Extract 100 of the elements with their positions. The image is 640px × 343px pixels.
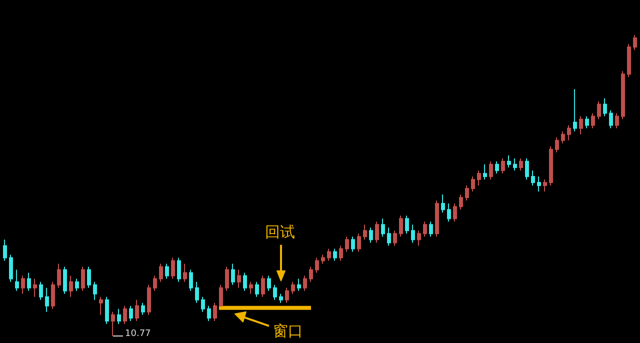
candlestick <box>213 302 217 322</box>
candlestick <box>603 98 607 117</box>
candlestick <box>87 266 91 288</box>
candlestick <box>9 254 13 282</box>
candlestick <box>429 221 433 238</box>
candlestick <box>405 215 409 234</box>
candlestick <box>207 305 211 322</box>
candlestick <box>69 275 73 298</box>
candlestick <box>129 305 133 322</box>
candlestick <box>255 281 259 298</box>
candlestick <box>135 299 139 322</box>
candlestick <box>399 215 403 238</box>
candlestick <box>591 112 595 129</box>
candlestick <box>27 272 31 292</box>
candlestick <box>15 269 19 292</box>
candlestick <box>573 88 577 132</box>
candlestick <box>57 263 61 288</box>
candlestick <box>21 275 25 294</box>
candlestick <box>351 236 355 252</box>
candlestick <box>45 287 49 312</box>
candlestick <box>423 221 427 238</box>
candlestick <box>249 281 253 294</box>
candlestick <box>189 269 193 292</box>
candlestick <box>489 160 493 180</box>
candlestick <box>393 230 397 246</box>
candlestick <box>225 266 229 292</box>
candlestick <box>237 269 241 288</box>
candlestick <box>315 257 319 274</box>
candlestick <box>153 275 157 292</box>
candlestick <box>459 194 463 210</box>
candlestick <box>495 160 499 174</box>
candlestick <box>267 275 271 292</box>
candlestick <box>483 164 487 180</box>
candlestick <box>357 233 361 252</box>
candlestick <box>531 170 535 186</box>
candlestick <box>273 284 277 300</box>
candlestick <box>465 185 469 202</box>
candlestick <box>63 266 67 294</box>
candlestick <box>345 236 349 252</box>
candlestick <box>339 245 343 262</box>
candlestick <box>99 296 103 316</box>
candlestick <box>501 158 505 174</box>
candlestick <box>471 176 475 192</box>
candlestick <box>279 293 283 304</box>
candlestick <box>387 227 391 246</box>
candlestick <box>3 239 7 262</box>
candlestick <box>231 263 235 286</box>
candlestick <box>321 254 325 264</box>
candlestick <box>513 158 517 171</box>
candlestick <box>375 221 379 244</box>
candlestick <box>411 224 415 244</box>
candlestick <box>597 100 601 120</box>
candlestick <box>327 248 331 262</box>
candlestick <box>615 112 619 129</box>
candlestick <box>435 200 439 238</box>
candlestick <box>261 275 265 298</box>
candlestick <box>537 176 541 192</box>
candlestick <box>381 218 385 238</box>
candlestick <box>549 146 553 186</box>
candlestick <box>477 170 481 186</box>
candlestick <box>105 296 109 324</box>
candlestick <box>243 272 247 292</box>
candlestick <box>165 263 169 280</box>
candlestick <box>417 230 421 246</box>
candlestick <box>543 178 547 192</box>
candlestick <box>519 158 523 171</box>
candlestick <box>609 110 613 129</box>
candlestick <box>219 284 223 306</box>
candlestick <box>561 130 565 144</box>
candlestick <box>195 281 199 304</box>
candlestick <box>585 116 589 129</box>
annotation: 窗口 <box>273 322 303 341</box>
candlestick <box>93 281 97 300</box>
candlestick <box>579 116 583 135</box>
candlestick <box>39 281 43 300</box>
candlestick <box>441 194 445 214</box>
candlestick <box>159 263 163 282</box>
candlestick <box>369 227 373 244</box>
candlestick <box>363 224 367 240</box>
candlestick <box>303 275 307 292</box>
candlestick <box>567 124 571 141</box>
candlestick <box>627 44 631 78</box>
candlestick <box>51 281 55 310</box>
candlestick <box>621 70 625 120</box>
candlestick <box>33 278 37 298</box>
candlestick <box>309 266 313 282</box>
candlestick <box>333 248 337 262</box>
candlestick <box>447 203 451 222</box>
candlestick <box>507 154 511 168</box>
candlestick <box>453 203 457 222</box>
candlestick <box>81 266 85 292</box>
candlestick <box>177 257 181 282</box>
candlestick <box>633 34 637 51</box>
candlestick <box>525 158 529 180</box>
annotation: 10.77 <box>125 329 151 339</box>
candlestick <box>297 278 301 292</box>
candlestick <box>285 287 289 304</box>
candlestick <box>75 278 79 292</box>
candlestick <box>123 305 127 324</box>
candlestick <box>555 136 559 153</box>
